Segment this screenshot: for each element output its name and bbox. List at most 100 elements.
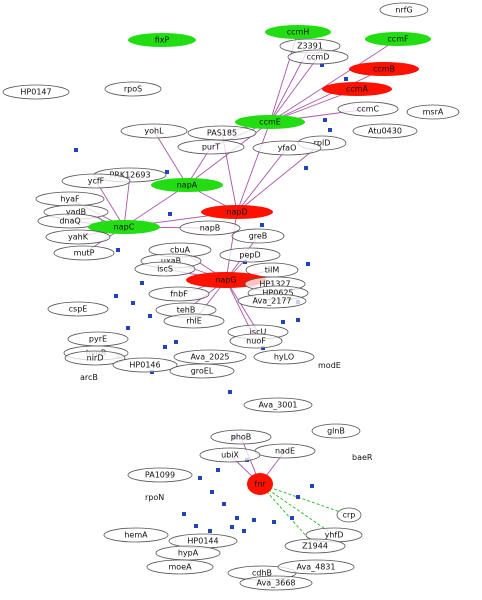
node-yohL[interactable]: yohL (120, 123, 188, 139)
node-ccmD[interactable]: ccmD (287, 49, 349, 65)
node-label: nuoF (246, 337, 266, 346)
node-shape (134, 261, 196, 277)
node-mutP[interactable]: mutP (53, 245, 115, 261)
node-shape (231, 228, 285, 244)
node-Ava_4831[interactable]: Ava_4831 (277, 559, 355, 575)
edge-rplD-to-napD (236, 142, 323, 213)
node-label: fnbF (170, 290, 188, 299)
node-label: HP0147 (20, 88, 51, 97)
node-label: groEL (191, 367, 214, 376)
free-label-modE: modE (318, 361, 341, 370)
node-ccmB[interactable]: ccmB (349, 62, 419, 76)
node-shape (349, 62, 419, 76)
node-label: cdhB (252, 569, 272, 578)
node-Ava_2177[interactable]: Ava_2177 (237, 293, 307, 309)
node-ccmC[interactable]: ccmC (337, 101, 399, 117)
node-yhfD[interactable]: yhfD (305, 527, 363, 543)
node-pyrE[interactable]: pyrE (67, 331, 129, 347)
node-shape (47, 301, 109, 317)
node-label: tehB (177, 306, 196, 315)
node-Ava_3001[interactable]: Ava_3001 (243, 397, 313, 413)
node-yahK[interactable]: yahK (45, 229, 111, 245)
node-shape (210, 429, 272, 445)
node-ccmH[interactable]: ccmH (265, 25, 331, 39)
node-shape (120, 123, 188, 139)
node-label: glnB (327, 427, 345, 436)
node-napC[interactable]: napC (88, 220, 160, 234)
node-yfaO[interactable]: yfaO (252, 140, 322, 156)
node-fnbF[interactable]: fnbF (148, 286, 210, 302)
node-greB[interactable]: greB (231, 228, 285, 244)
node-ccmF[interactable]: ccmF (365, 32, 431, 46)
node-glnB[interactable]: glnB (311, 423, 361, 439)
node-Z3391[interactable]: Z3391 (279, 38, 341, 54)
node-msrA[interactable]: msrA (406, 104, 460, 120)
node-label: Atu0430 (368, 127, 402, 136)
node-HP0147[interactable]: HP0147 (2, 84, 70, 100)
node-shape (252, 140, 322, 156)
node-Atu0430[interactable]: Atu0430 (352, 123, 418, 139)
node-PA1099[interactable]: PA1099 (127, 467, 193, 483)
node-label: greB (249, 232, 268, 241)
node-groEL[interactable]: groEL (169, 363, 235, 379)
node-nuoF[interactable]: nuoF (229, 333, 283, 349)
node-moeA[interactable]: moeA (146, 559, 214, 575)
node-label: napB (200, 224, 221, 233)
node-hemA[interactable]: hemA (103, 527, 169, 543)
node-ccmA[interactable]: ccmA (322, 82, 392, 96)
node-Ava_3668[interactable]: Ava_3668 (239, 575, 313, 591)
node-label: yahK (68, 233, 89, 242)
node-nirD[interactable]: nirD (64, 350, 126, 366)
node-iscS[interactable]: iscS (134, 261, 196, 277)
node-shape (148, 286, 210, 302)
node-phoB[interactable]: phoB (210, 429, 272, 445)
node-cbuA[interactable]: cbuA (148, 242, 212, 258)
node-label: Z3391 (297, 42, 323, 51)
node-napB[interactable]: napB (179, 220, 241, 236)
node-pepD[interactable]: pepD (219, 247, 281, 263)
node-shape (53, 245, 115, 261)
node-nadE[interactable]: nadE (254, 443, 316, 459)
edge-marker-20 (260, 223, 264, 227)
node-ycfF[interactable]: ycfF (61, 173, 131, 189)
node-shape (219, 247, 281, 263)
node-label: mutP (74, 249, 95, 258)
node-label: iscS (157, 265, 173, 274)
node-hyaF[interactable]: hyaF (35, 191, 105, 207)
node-shape (237, 293, 307, 309)
node-HP0144[interactable]: HP0144 (168, 533, 238, 549)
edge-marker-35 (272, 520, 276, 524)
node-label: napC (114, 223, 135, 232)
node-crp[interactable]: crp (336, 507, 362, 523)
node-rpoS[interactable]: rpoS (104, 81, 162, 97)
node-Ava_2025[interactable]: Ava_2025 (173, 349, 247, 365)
node-shape (37, 213, 103, 229)
node-Z1944[interactable]: Z1944 (284, 538, 346, 554)
node-purT[interactable]: purT (177, 139, 245, 155)
node-HP0146[interactable]: HP0146 (112, 357, 178, 373)
node-ubiX[interactable]: ubiX (199, 447, 261, 463)
node-shape (277, 559, 355, 575)
node-dnaQ[interactable]: dnaQ (37, 213, 103, 229)
node-label: yfaO (278, 144, 297, 153)
node-cspE[interactable]: cspE (47, 301, 109, 317)
node-PAS185[interactable]: PAS185 (187, 125, 257, 141)
node-napA[interactable]: napA (151, 178, 223, 192)
node-shape (45, 229, 111, 245)
edge-marker-41 (208, 529, 212, 533)
node-rhlE[interactable]: rhlE (163, 313, 225, 329)
node-napD[interactable]: napD (201, 205, 273, 219)
node-fnr[interactable]: fnr (247, 473, 273, 495)
node-hyLO[interactable]: hyLO (253, 349, 315, 365)
node-shape (406, 104, 460, 120)
node-hypA[interactable]: hypA (155, 545, 221, 561)
node-ccmE[interactable]: ccmE (235, 115, 305, 129)
node-shape (284, 538, 346, 554)
node-label: cbuA (170, 246, 191, 255)
node-label: yohL (144, 127, 164, 136)
node-label: Ava_2177 (253, 297, 292, 306)
node-fixP[interactable]: fixP (128, 33, 196, 47)
node-nrfG[interactable]: nrfG (379, 2, 429, 18)
node-shape (146, 559, 214, 575)
edge-marker-43 (182, 512, 186, 516)
